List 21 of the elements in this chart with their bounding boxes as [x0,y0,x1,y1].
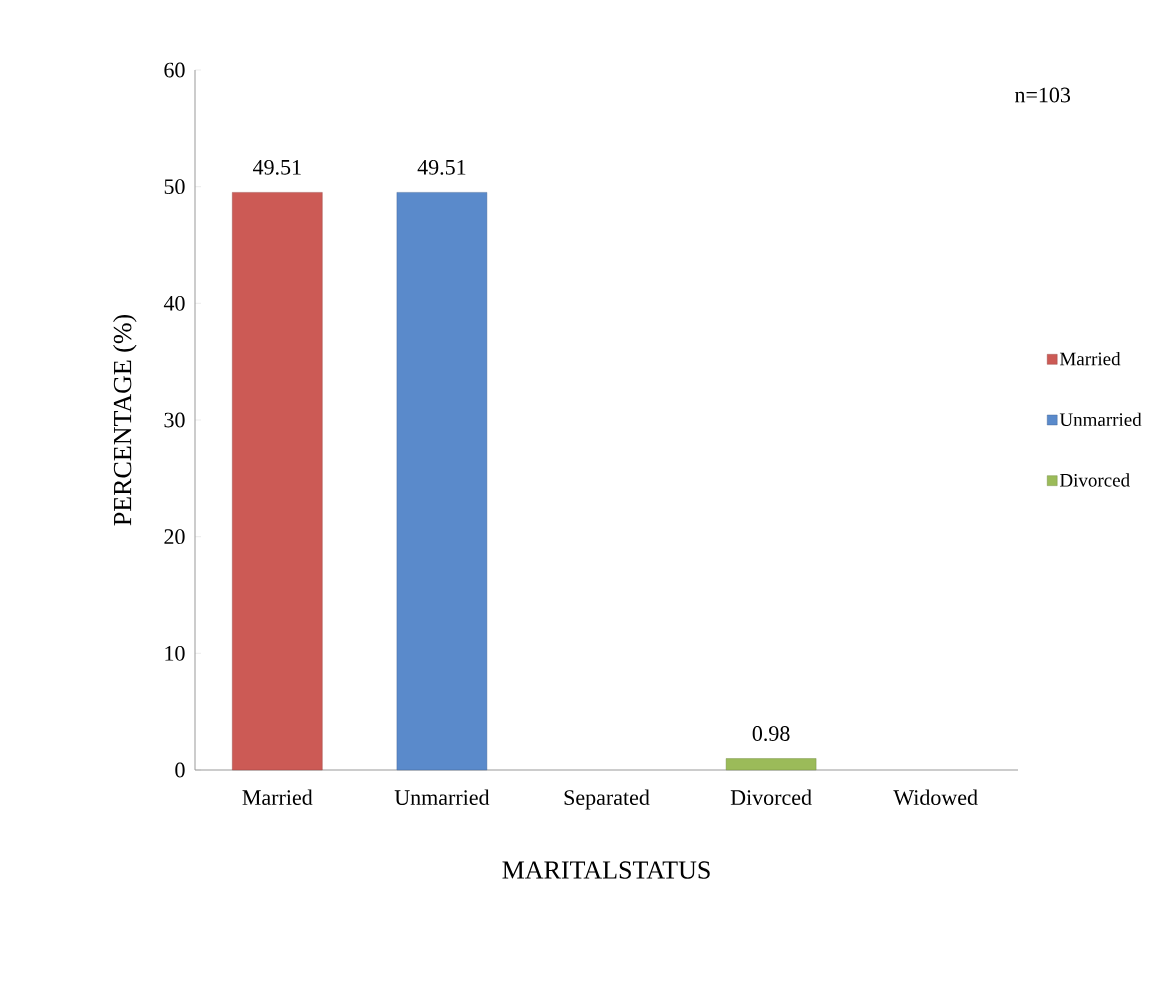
x-tick-label: Divorced [730,789,812,805]
y-tick-label: 50 [164,179,185,195]
y-tick-label: 10 [165,645,185,661]
y-tick-label: 0 [175,762,185,778]
x-axis-title: MARITALSTATUS [502,861,710,879]
x-tick-label: Unmarried [394,789,490,805]
data-label: 0.98 [752,726,790,742]
annotation: n=103 [1014,87,1071,103]
legend-label: Divorced [1059,473,1130,487]
y-axis-title: PERCENTAGE (%) [113,314,137,526]
y-tick-label: 30 [164,412,185,428]
x-tick-label: Widowed [893,789,978,806]
x-tick-label: Married [242,789,313,805]
data-label: 49.51 [417,159,466,175]
y-tick-label: 20 [164,529,185,545]
legend-label: Married [1059,351,1121,366]
data-label: 49.51 [252,159,301,175]
y-tick-label: 60 [164,62,185,78]
legend-label: Unmarried [1059,412,1142,427]
y-tick-label: 40 [163,295,185,311]
x-tick-label: Separated [564,789,650,810]
